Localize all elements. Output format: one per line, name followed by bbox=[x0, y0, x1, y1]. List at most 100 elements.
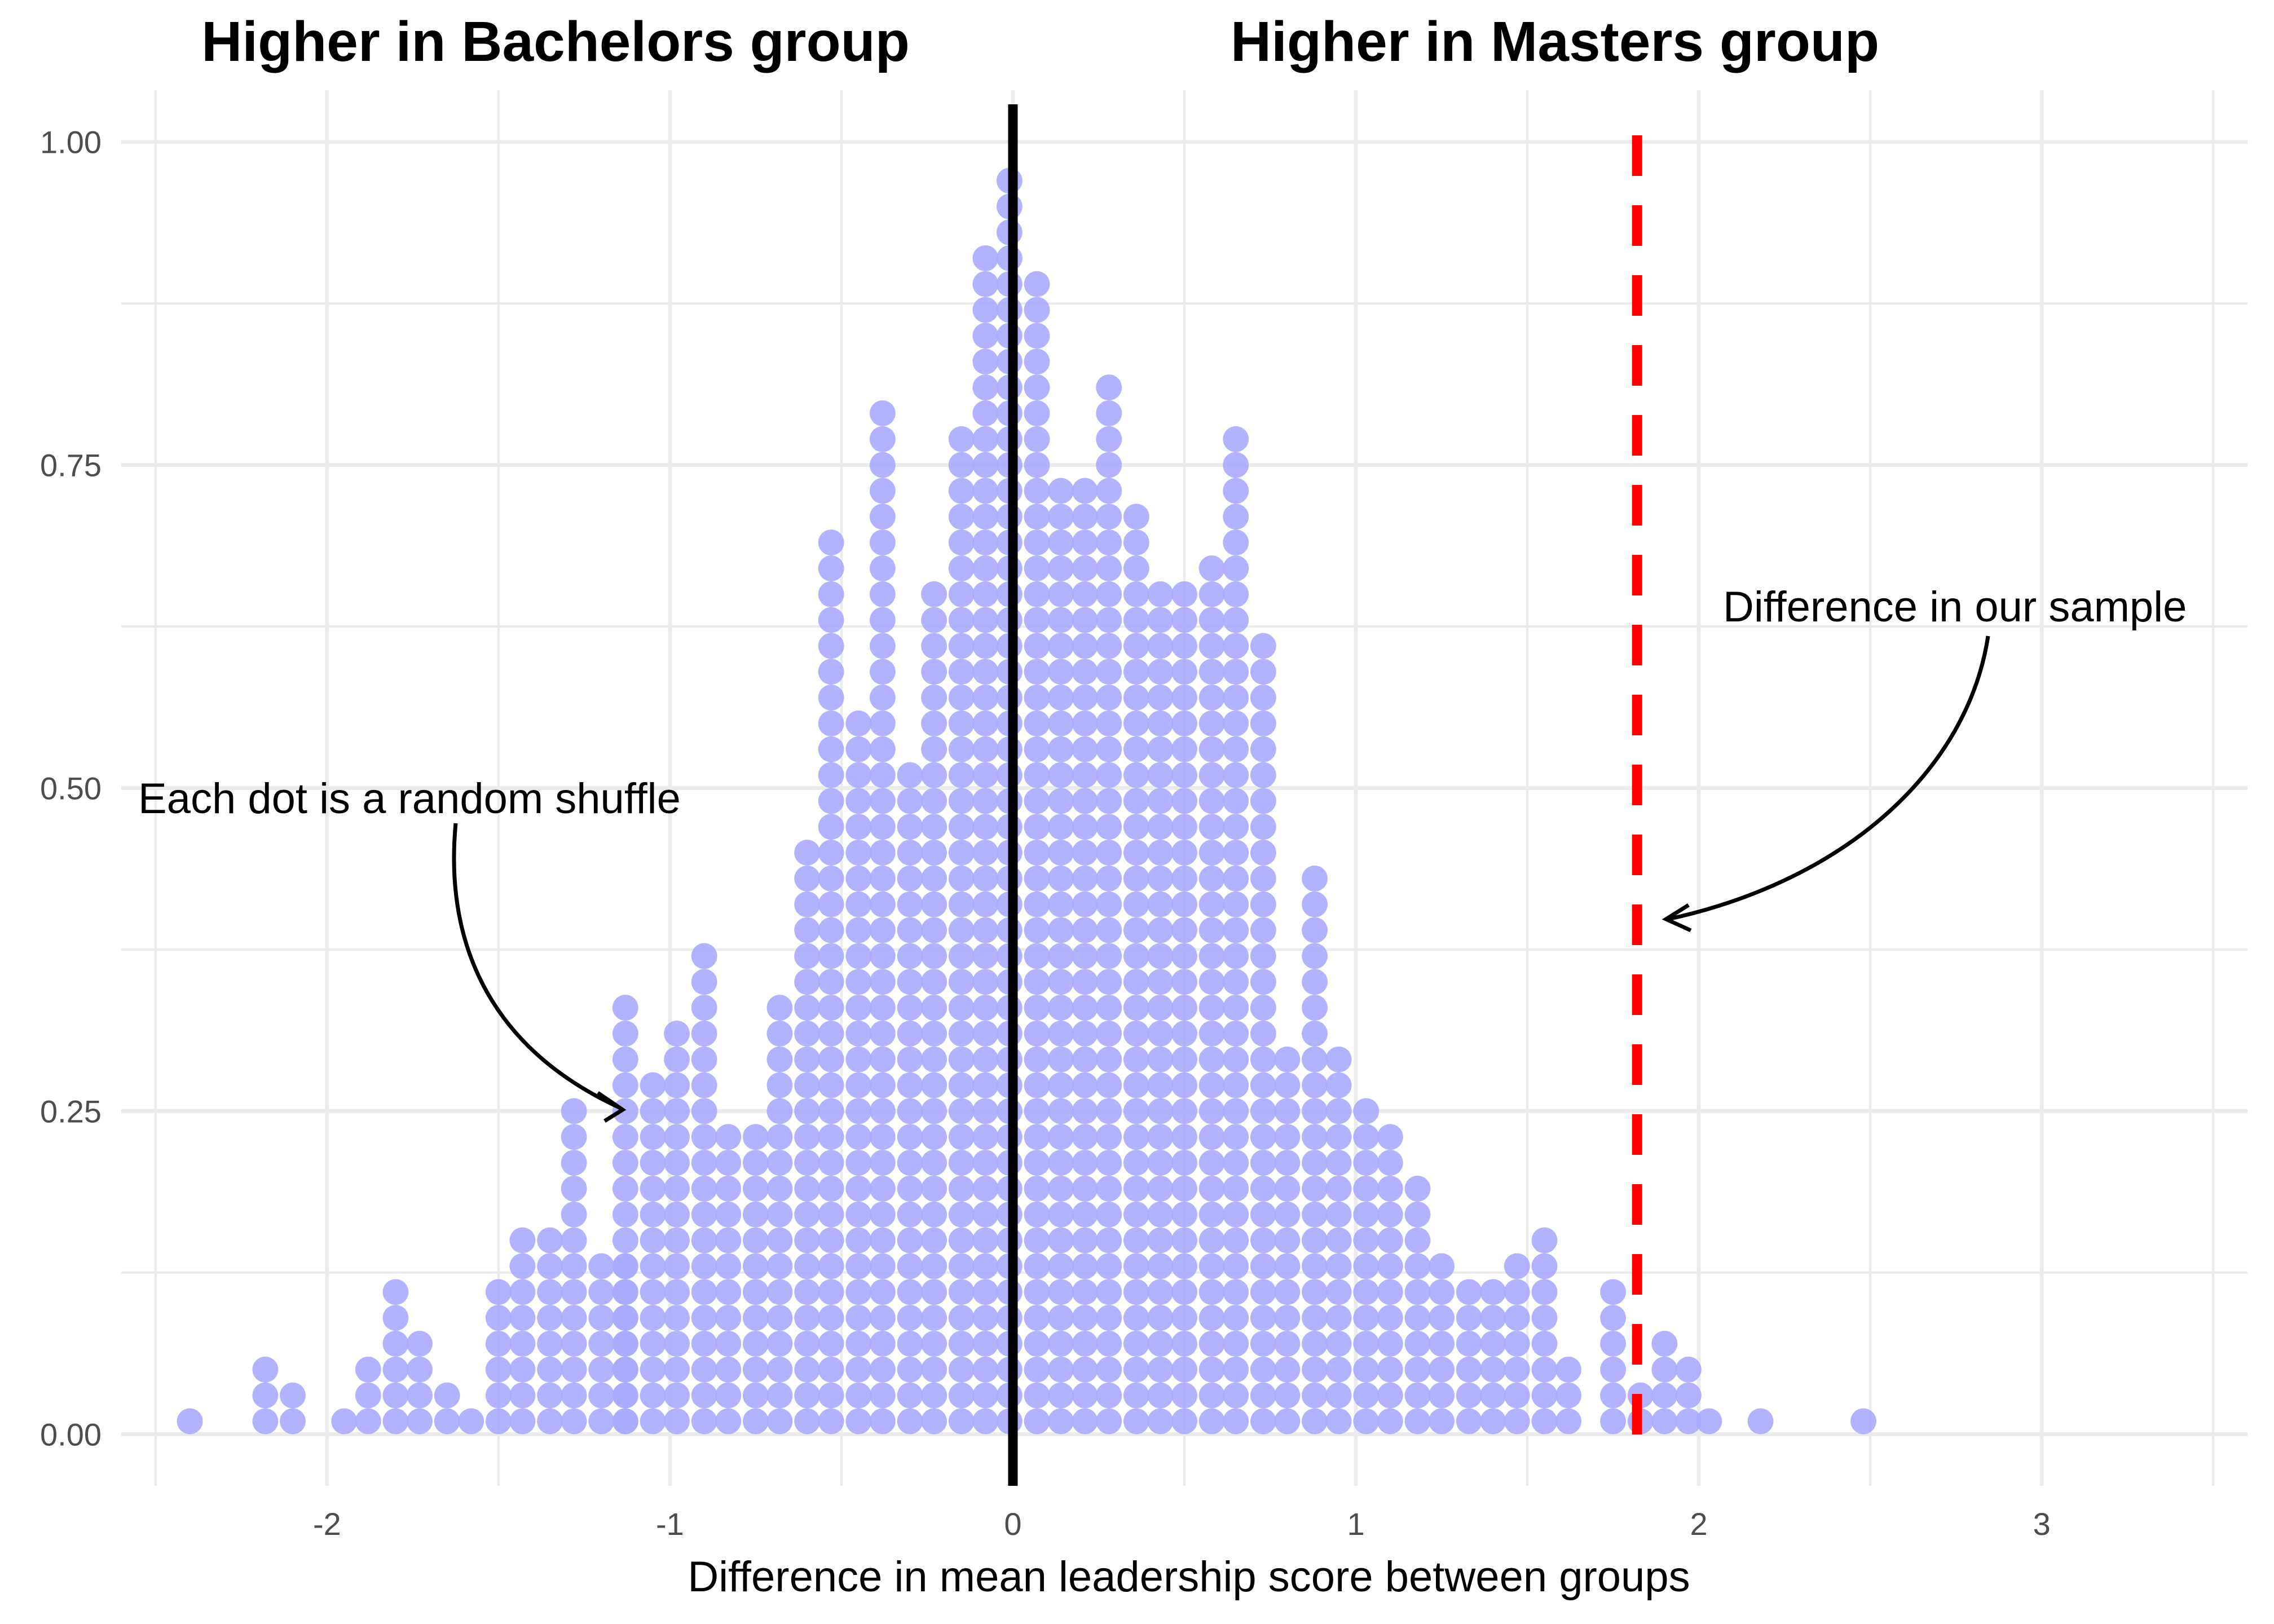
shuffle-dot bbox=[1024, 995, 1050, 1021]
shuffle-dot bbox=[1048, 659, 1074, 685]
shuffle-dot bbox=[664, 1176, 690, 1202]
shuffle-dot bbox=[948, 840, 975, 866]
shuffle-dot bbox=[1302, 1021, 1328, 1047]
shuffle-dot bbox=[1123, 891, 1149, 917]
shuffle-dot bbox=[1072, 891, 1098, 917]
shuffle-dot bbox=[972, 271, 999, 297]
shuffle-dot bbox=[1072, 1124, 1098, 1150]
x-tick-label: -2 bbox=[313, 1506, 341, 1542]
shuffle-dot bbox=[1325, 1382, 1352, 1409]
shuffle-dot bbox=[1072, 788, 1098, 814]
shuffle-dot bbox=[537, 1382, 563, 1409]
shuffle-dot bbox=[1123, 581, 1149, 607]
shuffle-dot bbox=[1600, 1331, 1626, 1357]
shuffle-dot bbox=[1147, 1124, 1174, 1150]
shuffle-dot bbox=[972, 1382, 999, 1409]
shuffle-dot bbox=[972, 1176, 999, 1202]
shuffle-dot bbox=[485, 1356, 512, 1383]
shuffle-dot bbox=[869, 1124, 896, 1150]
shuffle-dot bbox=[818, 814, 844, 840]
shuffle-dot bbox=[869, 685, 896, 711]
shuffle-dot bbox=[612, 1408, 638, 1435]
shuffle-dot bbox=[1223, 814, 1249, 840]
shuffle-dot bbox=[1171, 1176, 1197, 1202]
shuffle-dot bbox=[1274, 1046, 1301, 1073]
shuffle-dot bbox=[1072, 840, 1098, 866]
shuffle-dot bbox=[509, 1356, 536, 1383]
shuffle-dot bbox=[1325, 1227, 1352, 1254]
shuffle-dot bbox=[664, 1201, 690, 1228]
shuffle-dot bbox=[561, 1098, 587, 1124]
shuffle-dot bbox=[1223, 504, 1249, 530]
shuffle-dot bbox=[1404, 1408, 1431, 1435]
shuffle-dot bbox=[921, 917, 948, 943]
shuffle-dot bbox=[845, 1382, 872, 1409]
shuffle-dot bbox=[1123, 917, 1149, 943]
shuffle-dot bbox=[869, 1279, 896, 1305]
shuffle-dot bbox=[1223, 1305, 1249, 1331]
shuffle-dot bbox=[1048, 633, 1074, 659]
dots-annotation-arrow bbox=[452, 823, 622, 1110]
shuffle-dot bbox=[1223, 943, 1249, 969]
shuffle-dot bbox=[869, 1021, 896, 1047]
shuffle-dot bbox=[766, 1253, 793, 1279]
shuffle-dot bbox=[897, 995, 923, 1021]
shuffle-dot bbox=[1171, 633, 1197, 659]
shuffle-dot bbox=[1274, 1227, 1301, 1254]
shuffle-dot bbox=[1123, 633, 1149, 659]
shuffle-dot bbox=[382, 1382, 409, 1409]
shuffle-dot bbox=[1048, 581, 1074, 607]
shuffle-dot bbox=[1048, 504, 1074, 530]
shuffle-dot bbox=[691, 1201, 717, 1228]
shuffle-dot bbox=[1123, 529, 1149, 555]
shuffle-dot bbox=[1600, 1279, 1626, 1305]
shuffle-dot bbox=[509, 1408, 536, 1435]
shuffle-dot bbox=[1048, 607, 1074, 633]
shuffle-dot bbox=[1072, 581, 1098, 607]
shuffle-dot bbox=[1198, 814, 1225, 840]
shuffle-dot bbox=[1353, 1150, 1380, 1176]
shuffle-dot bbox=[177, 1408, 203, 1435]
shuffle-dot bbox=[921, 840, 948, 866]
shuffle-dot bbox=[715, 1201, 742, 1228]
shuffle-dot bbox=[588, 1253, 615, 1279]
shuffle-dot bbox=[1250, 1331, 1276, 1357]
shuffle-dot bbox=[1123, 1124, 1149, 1150]
shuffle-dot bbox=[1024, 1331, 1050, 1357]
shuffle-dot bbox=[1096, 1150, 1122, 1176]
shuffle-dot bbox=[1198, 866, 1225, 892]
shuffle-dot bbox=[382, 1331, 409, 1357]
shuffle-dot bbox=[1024, 555, 1050, 581]
shuffle-dot bbox=[948, 581, 975, 607]
shuffle-dot bbox=[1048, 969, 1074, 995]
shuffle-dot bbox=[1250, 1046, 1276, 1073]
shuffle-dot bbox=[869, 995, 896, 1021]
shuffle-dot bbox=[1123, 659, 1149, 685]
shuffle-dot bbox=[1096, 917, 1122, 943]
shuffle-dot bbox=[1072, 659, 1098, 685]
shuffle-dot bbox=[1123, 1201, 1149, 1228]
shuffle-dot bbox=[1302, 943, 1328, 969]
shuffle-dot bbox=[818, 762, 844, 788]
shuffle-dot bbox=[1504, 1408, 1530, 1435]
shuffle-dot bbox=[1250, 814, 1276, 840]
shuffle-dot bbox=[972, 348, 999, 375]
shuffle-dot bbox=[972, 659, 999, 685]
shuffle-dot bbox=[1223, 762, 1249, 788]
shuffle-dot bbox=[1456, 1305, 1482, 1331]
y-tick-label: 0.25 bbox=[40, 1093, 102, 1129]
shuffle-dot bbox=[1504, 1382, 1530, 1409]
y-tick-label: 0.50 bbox=[40, 771, 102, 806]
shuffle-dot bbox=[818, 969, 844, 995]
shuffle-dot bbox=[743, 1356, 769, 1383]
shuffle-dot bbox=[1123, 943, 1149, 969]
shuffle-dot bbox=[1096, 814, 1122, 840]
shuffle-dot bbox=[561, 1331, 587, 1357]
shuffle-dot bbox=[972, 374, 999, 400]
shuffle-dot bbox=[1024, 297, 1050, 323]
shuffle-dot bbox=[1147, 710, 1174, 736]
shuffle-dot bbox=[612, 1124, 638, 1150]
shuffle-dot bbox=[794, 1046, 821, 1073]
shuffle-dot bbox=[845, 710, 872, 736]
